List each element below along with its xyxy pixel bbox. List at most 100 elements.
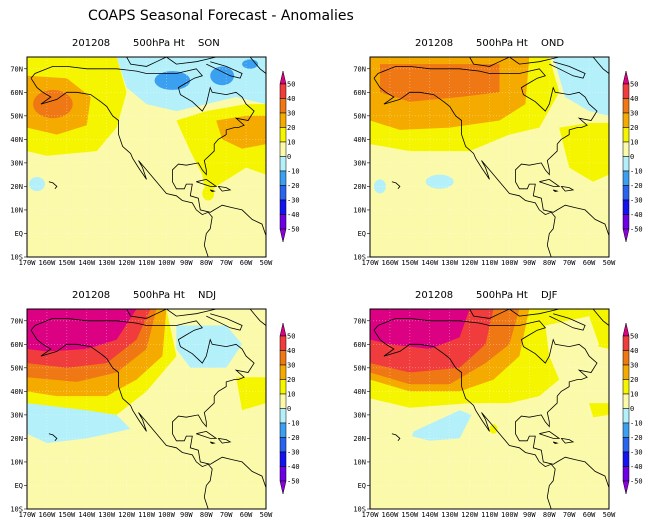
panel-season: DJF bbox=[541, 290, 558, 301]
lon-label: 160W bbox=[38, 259, 56, 267]
colorbar-bin bbox=[622, 437, 630, 453]
colorbar-bin bbox=[279, 466, 287, 482]
panel-date: 201208 bbox=[415, 38, 453, 49]
colorbar-upper-triangle bbox=[622, 70, 630, 85]
lon-label: 80W bbox=[543, 259, 556, 267]
coastline bbox=[509, 57, 560, 65]
lat-label: 60N bbox=[10, 341, 23, 349]
lat-label: 50N bbox=[10, 112, 23, 120]
colorbar-bin bbox=[622, 393, 630, 409]
colorbar-bin bbox=[279, 141, 287, 157]
lon-label: 150W bbox=[58, 511, 76, 519]
anomaly-contour-fill bbox=[545, 316, 599, 380]
colorbar-bin bbox=[279, 393, 287, 409]
colorbar-bin bbox=[279, 451, 287, 467]
lon-label: 110W bbox=[138, 259, 156, 267]
lon-label: 120W bbox=[461, 259, 479, 267]
lon-label: 140W bbox=[421, 259, 439, 267]
anomaly-contour-fill bbox=[425, 174, 454, 189]
coastline bbox=[30, 66, 266, 236]
colorbar-bin bbox=[279, 199, 287, 215]
colorbar-bin bbox=[279, 379, 287, 395]
lat-label: 10N bbox=[10, 206, 23, 214]
colorbar-label: 40 bbox=[287, 347, 295, 355]
colorbar-label: -10 bbox=[630, 420, 643, 428]
lon-label: 110W bbox=[481, 259, 499, 267]
lon-label: 90W bbox=[523, 511, 536, 519]
anomaly-contour-fill bbox=[236, 377, 266, 411]
colorbar-upper-triangle bbox=[622, 322, 630, 337]
lon-label: 110W bbox=[481, 511, 499, 519]
coastline bbox=[592, 309, 609, 326]
lat-label: 50N bbox=[353, 112, 366, 120]
colorbar-bin bbox=[622, 199, 630, 215]
lat-label: 60N bbox=[353, 341, 366, 349]
lon-label: 130W bbox=[441, 259, 459, 267]
anomaly-contour-fill bbox=[176, 325, 243, 368]
colorbar: 50 40 30 20 10 0 -10 -20 -30 -40 -50 bbox=[622, 322, 643, 495]
lon-label: 100W bbox=[501, 511, 519, 519]
colorbar-lower-triangle bbox=[279, 480, 287, 495]
colorbar-label: 40 bbox=[287, 95, 295, 103]
lon-label: 170W bbox=[362, 259, 380, 267]
lat-label: 20N bbox=[353, 183, 366, 191]
colorbar-label: 30 bbox=[287, 362, 295, 370]
colorbar-bin bbox=[622, 408, 630, 424]
lon-label: 160W bbox=[381, 259, 399, 267]
colorbar-label: -50 bbox=[630, 478, 643, 486]
lat-label: 60N bbox=[10, 89, 23, 97]
lat-label: 60N bbox=[353, 89, 366, 97]
lat-label: EQ bbox=[358, 230, 366, 238]
coastline bbox=[48, 181, 58, 190]
colorbar-label: 20 bbox=[287, 376, 295, 384]
coastline bbox=[249, 309, 266, 326]
lon-label: 60W bbox=[240, 259, 253, 267]
lat-label: 70N bbox=[353, 65, 366, 73]
coastline bbox=[539, 430, 561, 439]
colorbar-label: 40 bbox=[630, 347, 638, 355]
colorbar-bin bbox=[622, 170, 630, 186]
lon-label: 160W bbox=[381, 511, 399, 519]
colorbar-label: -10 bbox=[287, 420, 300, 428]
lon-label: 170W bbox=[19, 259, 37, 267]
coastline bbox=[209, 441, 216, 445]
coastline bbox=[509, 309, 560, 317]
colorbar-label: -40 bbox=[287, 463, 300, 471]
anomaly-contour-fill bbox=[29, 177, 45, 192]
colorbar-bin bbox=[279, 214, 287, 230]
coastline bbox=[373, 329, 556, 509]
colorbar-label: 0 bbox=[630, 153, 634, 161]
anomaly-contour-fill bbox=[553, 57, 609, 116]
colorbar-label: -20 bbox=[630, 434, 643, 442]
coastline bbox=[206, 313, 243, 331]
lon-label: 60W bbox=[583, 259, 596, 267]
coastline bbox=[549, 61, 586, 79]
colorbar-label: -30 bbox=[630, 449, 643, 457]
colorbar-label: -40 bbox=[630, 211, 643, 219]
colorbar-label: 50 bbox=[630, 333, 638, 341]
colorbar-bin bbox=[622, 451, 630, 467]
lon-label: 120W bbox=[118, 511, 136, 519]
coastline bbox=[126, 309, 167, 319]
colorbar-lower-triangle bbox=[622, 480, 630, 495]
colorbar-label: -40 bbox=[287, 211, 300, 219]
colorbar-label: 50 bbox=[287, 333, 295, 341]
anomaly-contour-fill bbox=[27, 309, 137, 352]
anomaly-contour-fill bbox=[33, 89, 73, 119]
colorbar-bin bbox=[622, 214, 630, 230]
colorbar-bin bbox=[622, 127, 630, 143]
colorbar-bin bbox=[622, 156, 630, 172]
colorbar-label: 50 bbox=[287, 81, 295, 89]
colorbar-bin bbox=[622, 350, 630, 366]
lat-label: 40N bbox=[353, 136, 366, 144]
colorbar-bin bbox=[622, 112, 630, 128]
coastline bbox=[552, 189, 559, 193]
anomaly-contour-fill bbox=[589, 403, 609, 418]
lon-label: 90W bbox=[180, 259, 193, 267]
colorbar-lower-triangle bbox=[622, 228, 630, 243]
lat-label: EQ bbox=[15, 230, 23, 238]
colorbar-label: -50 bbox=[287, 478, 300, 486]
lon-label: 50W bbox=[260, 259, 273, 267]
